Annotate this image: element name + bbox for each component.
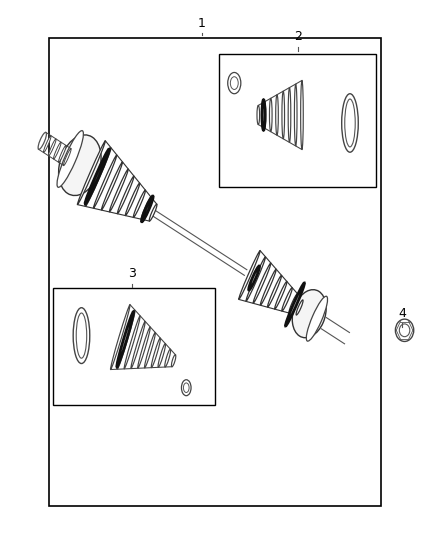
Ellipse shape [249, 266, 259, 290]
Ellipse shape [138, 327, 150, 368]
Ellipse shape [141, 197, 151, 219]
Ellipse shape [253, 263, 271, 303]
Ellipse shape [263, 102, 266, 128]
Ellipse shape [133, 190, 145, 217]
Ellipse shape [117, 176, 134, 214]
Ellipse shape [282, 91, 285, 139]
Ellipse shape [268, 275, 282, 307]
Ellipse shape [57, 131, 83, 187]
Ellipse shape [38, 132, 46, 149]
Ellipse shape [43, 135, 51, 152]
Ellipse shape [64, 149, 71, 166]
Ellipse shape [141, 196, 153, 222]
Ellipse shape [230, 77, 238, 90]
Ellipse shape [53, 142, 61, 159]
Text: 4: 4 [399, 306, 406, 320]
Ellipse shape [110, 169, 128, 212]
Ellipse shape [110, 304, 130, 369]
Ellipse shape [124, 316, 140, 369]
Text: 3: 3 [128, 267, 136, 280]
Ellipse shape [101, 162, 123, 210]
Ellipse shape [125, 183, 140, 216]
Ellipse shape [288, 87, 291, 142]
Ellipse shape [239, 251, 260, 300]
Ellipse shape [59, 146, 66, 163]
Ellipse shape [151, 338, 160, 368]
Bar [53, 288, 215, 405]
Ellipse shape [396, 319, 414, 342]
Ellipse shape [149, 204, 157, 221]
Ellipse shape [300, 80, 303, 150]
Ellipse shape [262, 100, 265, 130]
Ellipse shape [117, 312, 134, 367]
Ellipse shape [289, 294, 298, 313]
Ellipse shape [117, 310, 135, 369]
Ellipse shape [49, 139, 56, 156]
Bar [219, 54, 376, 187]
Ellipse shape [78, 141, 106, 205]
Ellipse shape [275, 281, 287, 309]
Ellipse shape [296, 300, 303, 315]
Ellipse shape [306, 296, 328, 341]
Ellipse shape [228, 72, 241, 94]
Ellipse shape [93, 155, 117, 208]
Ellipse shape [131, 321, 145, 369]
Ellipse shape [85, 148, 111, 206]
Bar [49, 38, 381, 506]
Ellipse shape [292, 289, 326, 338]
Ellipse shape [260, 269, 276, 305]
Ellipse shape [345, 99, 355, 147]
Ellipse shape [184, 383, 189, 392]
Ellipse shape [158, 344, 166, 367]
Ellipse shape [276, 95, 278, 135]
Ellipse shape [76, 313, 87, 358]
Ellipse shape [85, 149, 109, 204]
Ellipse shape [246, 257, 265, 301]
Ellipse shape [145, 333, 155, 368]
Ellipse shape [39, 132, 46, 149]
Ellipse shape [342, 94, 358, 152]
Ellipse shape [286, 283, 304, 326]
Ellipse shape [257, 106, 260, 125]
Text: 1: 1 [198, 17, 205, 30]
Ellipse shape [294, 84, 297, 146]
Ellipse shape [171, 354, 176, 367]
Ellipse shape [181, 379, 191, 395]
Ellipse shape [73, 308, 90, 364]
Ellipse shape [165, 349, 171, 367]
Ellipse shape [399, 324, 410, 337]
Ellipse shape [269, 98, 272, 132]
Ellipse shape [59, 135, 101, 196]
Text: 2: 2 [293, 30, 301, 43]
Ellipse shape [282, 288, 292, 311]
